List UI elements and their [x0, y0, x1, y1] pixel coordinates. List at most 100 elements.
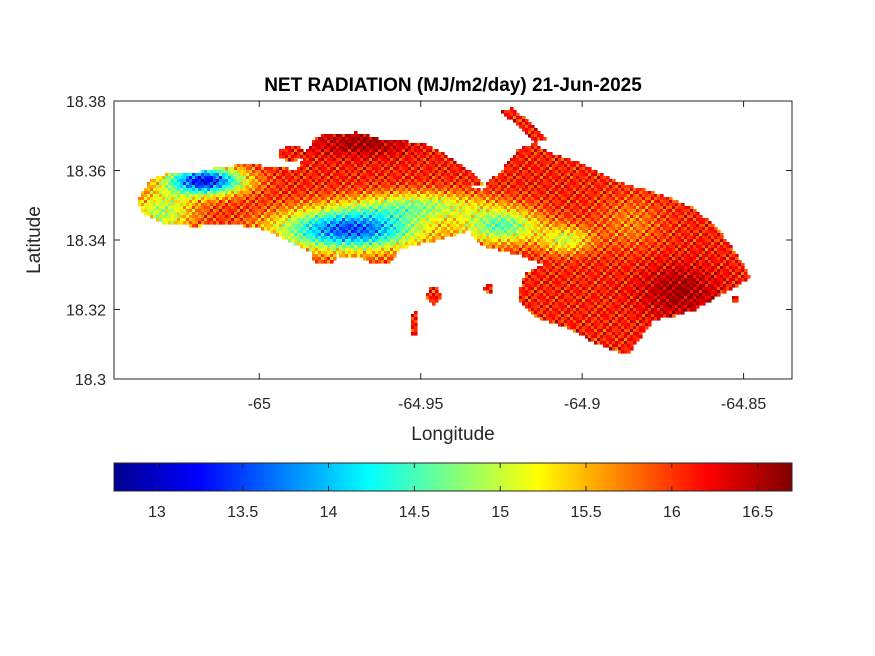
heatmap-cell — [633, 242, 637, 246]
heatmap-cell — [459, 224, 463, 228]
heatmap-cell — [375, 194, 379, 198]
heatmap-cell — [510, 227, 514, 231]
heatmap-cell — [567, 224, 571, 228]
heatmap-cell — [561, 191, 565, 195]
heatmap-cell — [609, 182, 613, 186]
heatmap-cell — [456, 191, 460, 195]
heatmap-cell — [666, 236, 670, 240]
heatmap-cell — [348, 242, 352, 246]
heatmap-cell — [603, 212, 607, 216]
heatmap-cell — [150, 200, 154, 204]
heatmap-cell — [405, 245, 409, 249]
heatmap-cell — [483, 218, 487, 222]
heatmap-cell — [243, 182, 247, 186]
heatmap-cell — [537, 137, 541, 141]
heatmap-cell — [522, 191, 526, 195]
heatmap-cell — [678, 215, 682, 219]
heatmap-cell — [366, 179, 370, 183]
heatmap-cell — [378, 230, 382, 234]
heatmap-cell — [147, 194, 151, 198]
heatmap-cell — [501, 173, 505, 177]
heatmap-cell — [228, 182, 232, 186]
heatmap-cell — [450, 227, 454, 231]
heatmap-cell — [429, 173, 433, 177]
heatmap-cell — [147, 203, 151, 207]
heatmap-cell — [378, 236, 382, 240]
heatmap-cell — [690, 212, 694, 216]
heatmap-cell — [204, 179, 208, 183]
heatmap-cell — [561, 212, 565, 216]
heatmap-cell — [216, 221, 220, 225]
heatmap-cell — [399, 161, 403, 165]
heatmap-cell — [441, 188, 445, 192]
heatmap-cell — [381, 224, 385, 228]
heatmap-cell — [372, 149, 376, 153]
heatmap-cell — [279, 170, 283, 174]
heatmap-cell — [525, 215, 529, 219]
heatmap-cell — [366, 197, 370, 201]
heatmap-cell — [387, 230, 391, 234]
heatmap-cell — [585, 224, 589, 228]
heatmap-cell — [690, 224, 694, 228]
heatmap-cell — [399, 245, 403, 249]
heatmap-cell — [276, 194, 280, 198]
heatmap-cell — [507, 170, 511, 174]
heatmap-cell — [210, 194, 214, 198]
heatmap-cell — [669, 239, 673, 243]
heatmap-cell — [444, 227, 448, 231]
heatmap-cell — [600, 185, 604, 189]
heatmap-cell — [456, 200, 460, 204]
heatmap-cell — [681, 203, 685, 207]
heatmap-cell — [576, 215, 580, 219]
heatmap-cell — [429, 221, 433, 225]
heatmap-cell — [594, 203, 598, 207]
heatmap-cell — [516, 164, 520, 168]
heatmap-cell — [315, 200, 319, 204]
heatmap-cell — [159, 203, 163, 207]
heatmap-cell — [378, 212, 382, 216]
heatmap-cell — [171, 188, 175, 192]
heatmap-cell — [657, 233, 661, 237]
heatmap-cell — [624, 242, 628, 246]
heatmap-cell — [357, 176, 361, 180]
heatmap-cell — [249, 173, 253, 177]
heatmap-cell — [435, 227, 439, 231]
heatmap-cell — [648, 209, 652, 213]
heatmap-cell — [552, 230, 556, 234]
heatmap-cell — [300, 224, 304, 228]
heatmap-cell — [420, 170, 424, 174]
heatmap-cell — [162, 188, 166, 192]
heatmap-cell — [387, 191, 391, 195]
heatmap-cell — [381, 146, 385, 150]
heatmap-cell — [342, 227, 346, 231]
heatmap-cell — [435, 209, 439, 213]
heatmap-cell — [654, 197, 658, 201]
heatmap-cell — [348, 152, 352, 156]
heatmap-cell — [396, 179, 400, 183]
heatmap-cell — [372, 212, 376, 216]
heatmap-cell — [321, 152, 325, 156]
heatmap-cell — [408, 146, 412, 150]
heatmap-cell — [282, 209, 286, 213]
heatmap-cell — [363, 149, 367, 153]
heatmap-cell — [498, 245, 502, 249]
heatmap-cell — [360, 176, 364, 180]
heatmap-cell — [504, 227, 508, 231]
heatmap-cell — [198, 191, 202, 195]
heatmap-cell — [549, 233, 553, 237]
heatmap-cell — [252, 176, 256, 180]
heatmap-cell — [366, 224, 370, 228]
heatmap-cell — [363, 188, 367, 192]
heatmap-cell — [546, 203, 550, 207]
heatmap-cell — [291, 209, 295, 213]
heatmap-cell — [273, 215, 277, 219]
heatmap-cell — [426, 209, 430, 213]
heatmap-cell — [543, 203, 547, 207]
heatmap-cell — [336, 194, 340, 198]
heatmap-cell — [285, 149, 289, 153]
heatmap-cell — [639, 218, 643, 222]
heatmap-cell — [291, 170, 295, 174]
heatmap-cell — [684, 221, 688, 225]
heatmap-cell — [447, 212, 451, 216]
heatmap-cell — [447, 182, 451, 186]
